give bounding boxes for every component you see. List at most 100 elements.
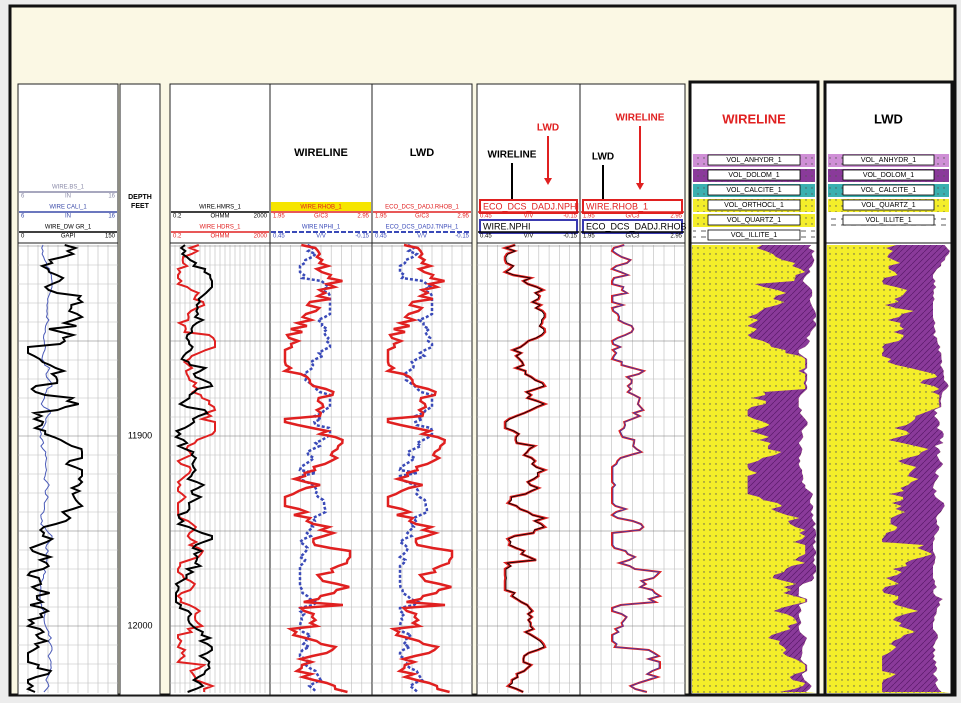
scale-unit: V/V xyxy=(524,214,534,220)
scale-unit: G/C3 xyxy=(625,214,640,220)
scale-max: 2.95 xyxy=(357,214,369,220)
track-title: LWD xyxy=(410,147,434,159)
component-label: VOL_QUARTZ_1 xyxy=(861,202,915,209)
component-label-box xyxy=(707,184,801,196)
depth-unit: FEET xyxy=(131,203,150,210)
scale-min: 0.45 xyxy=(273,234,285,240)
scale-max: 2.95 xyxy=(670,214,682,220)
log-curve xyxy=(173,244,214,693)
scale-unit: V/V xyxy=(316,234,326,240)
curve-name: WIRE.RHOB_1 xyxy=(586,201,648,211)
component-label-box xyxy=(842,184,935,196)
scale-max: -0.15 xyxy=(355,234,369,240)
curve-name: ECO_DCS_DADJ.RHOB_1 xyxy=(385,205,459,211)
component-label: VOL_DOLOM_1 xyxy=(863,172,914,179)
curve-name-box xyxy=(479,219,578,234)
component-label-box xyxy=(707,154,801,166)
curve-name: ECO_DCS_DADJ.RHOB xyxy=(586,221,687,231)
scale-max: 2.95 xyxy=(670,234,682,240)
curve-name-box xyxy=(479,199,578,214)
scale-max: -0.15 xyxy=(455,234,469,240)
curve-name: WIRE.HMRS_1 xyxy=(199,205,241,211)
scale-unit: G/C3 xyxy=(314,214,329,220)
component-label-box xyxy=(842,154,935,166)
curve-name-fill xyxy=(271,202,371,211)
curve-name: ECO_DCS_DADJ.NPHI xyxy=(483,201,579,211)
volume-hatch xyxy=(747,245,816,692)
log-curve xyxy=(397,243,434,693)
component-label-box xyxy=(842,169,935,181)
scale-min: 6 xyxy=(21,194,25,200)
log-curve xyxy=(504,244,546,693)
scale-max: 16 xyxy=(108,194,115,200)
scale-unit: OHMM xyxy=(211,214,230,220)
component-label-box xyxy=(707,169,801,181)
curve-name: WIRE NPHI_1 xyxy=(302,225,341,231)
log-curve xyxy=(25,244,85,693)
volume-title: WIRELINE xyxy=(722,111,786,126)
curve-name: WIRE.RHOB_1 xyxy=(300,205,342,211)
scale-unit: GAPI xyxy=(61,234,76,240)
scale-unit: OHMM xyxy=(211,234,230,240)
scale-max: 2000 xyxy=(254,214,268,220)
scale-unit: V/V xyxy=(524,234,534,240)
arrow-head xyxy=(544,178,552,185)
log-curve xyxy=(39,244,53,693)
volume-white xyxy=(933,245,950,693)
component-label-box xyxy=(842,199,935,211)
component-label-box xyxy=(707,229,801,241)
curve-name: ECO_DCS_DADJ.TNPH_1 xyxy=(386,225,459,231)
track-title: WIRELINE xyxy=(294,147,348,159)
log-curve xyxy=(384,243,454,694)
annotation: LWD xyxy=(537,123,559,134)
log-curve xyxy=(281,243,352,694)
scale-min: 1.95 xyxy=(583,234,595,240)
curve-name: WIRE.BS_1 xyxy=(52,185,85,191)
scale-min: 6 xyxy=(21,214,25,220)
scale-unit: IN xyxy=(65,194,71,200)
depth-title: DEPTH xyxy=(128,194,152,201)
component-label: VOL_ILLITE_1 xyxy=(731,232,777,239)
scale-unit: G/C3 xyxy=(625,234,640,240)
log-curve xyxy=(612,244,660,693)
scale-min: 0 xyxy=(21,234,25,240)
annotation: WIRELINE xyxy=(488,150,537,161)
scale-min: 0.45 xyxy=(375,234,387,240)
curve-name-box xyxy=(582,219,683,234)
component-label: VOL_ANHYDR_1 xyxy=(726,157,781,164)
scale-min: 1.95 xyxy=(583,214,595,220)
scale-min: 0.45 xyxy=(480,234,492,240)
scale-max: -0.15 xyxy=(563,234,577,240)
component-label-box xyxy=(707,214,801,226)
arrow-head xyxy=(636,183,644,190)
component-label: VOL_CALCITE_1 xyxy=(726,187,781,194)
curve-name: WIRE_DW GR_1 xyxy=(45,225,92,231)
scale-min: 0.45 xyxy=(480,214,492,220)
scale-unit: V/V xyxy=(417,234,427,240)
component-label-box xyxy=(707,199,801,211)
scale-max: 150 xyxy=(105,234,116,240)
scale-min: 0.2 xyxy=(173,234,182,240)
scale-max: -0.15 xyxy=(563,214,577,220)
component-label: VOL_DOLOM_1 xyxy=(728,172,779,179)
log-curve xyxy=(297,243,332,693)
scale-max: 16 xyxy=(108,214,115,220)
scale-min: 1.95 xyxy=(375,214,387,220)
curve-name: WIRE CALI_1 xyxy=(49,205,87,211)
component-label: VOL_ILLITE_1 xyxy=(865,217,911,224)
curve-name-box xyxy=(582,199,683,214)
component-label: VOL_CALCITE_1 xyxy=(861,187,916,194)
curve-name: WIRE.NPHI xyxy=(483,221,531,231)
depth-track xyxy=(119,83,161,696)
component-label: VOL_ORTHOCL_1 xyxy=(724,202,784,209)
depth-label: 11900 xyxy=(128,430,152,440)
scale-unit: G/C3 xyxy=(415,214,430,220)
scale-unit: IN xyxy=(65,214,71,220)
component-label: VOL_ANHYDR_1 xyxy=(861,157,916,164)
volume-hatch xyxy=(882,245,950,692)
scale-min: 1.95 xyxy=(273,214,285,220)
scale-max: 2000 xyxy=(254,234,268,240)
depth-label: 12000 xyxy=(127,620,152,630)
annotation: LWD xyxy=(592,152,614,163)
